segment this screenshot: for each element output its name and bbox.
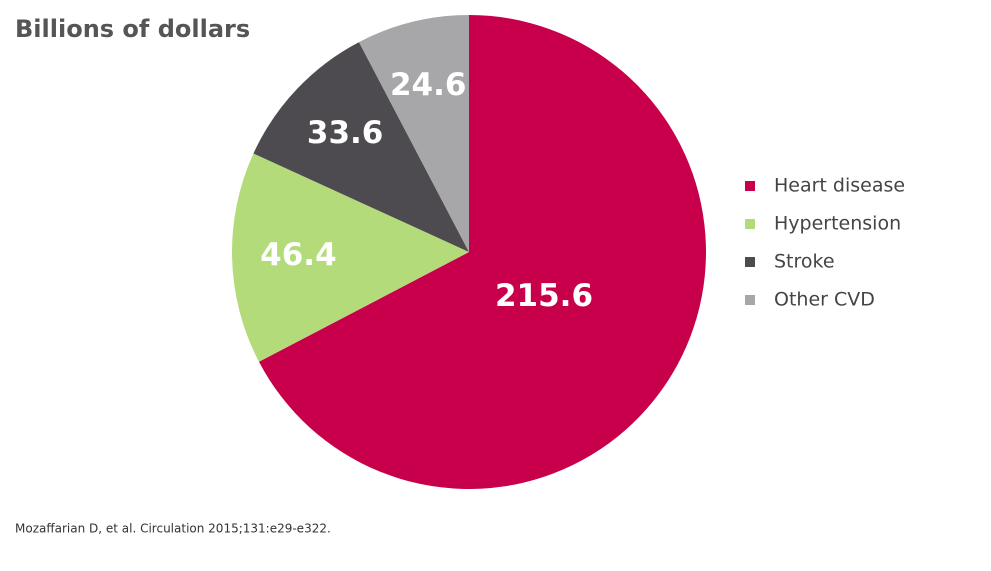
- pie-slice: [231, 153, 469, 362]
- legend-label: Heart disease: [774, 175, 905, 197]
- pie-slice: [258, 15, 706, 490]
- legend-swatch: [745, 257, 755, 267]
- chart-title: Billions of dollars: [15, 15, 250, 43]
- legend-label: Stroke: [774, 251, 835, 273]
- value-label: 46.4: [260, 237, 337, 273]
- value-label: 215.6: [495, 278, 593, 314]
- source-note: Mozaffarian D, et al. Circulation 2015;1…: [15, 522, 331, 536]
- value-label: 33.6: [307, 115, 384, 151]
- legend-label: Hypertension: [774, 213, 901, 235]
- value-label: 24.6: [390, 67, 467, 103]
- pie-slice: [358, 15, 469, 252]
- legend-label: Other CVD: [774, 289, 875, 311]
- legend-swatch: [745, 219, 755, 229]
- legend-swatch: [745, 181, 755, 191]
- pie-slice: [253, 42, 469, 252]
- legend-swatch: [745, 295, 755, 305]
